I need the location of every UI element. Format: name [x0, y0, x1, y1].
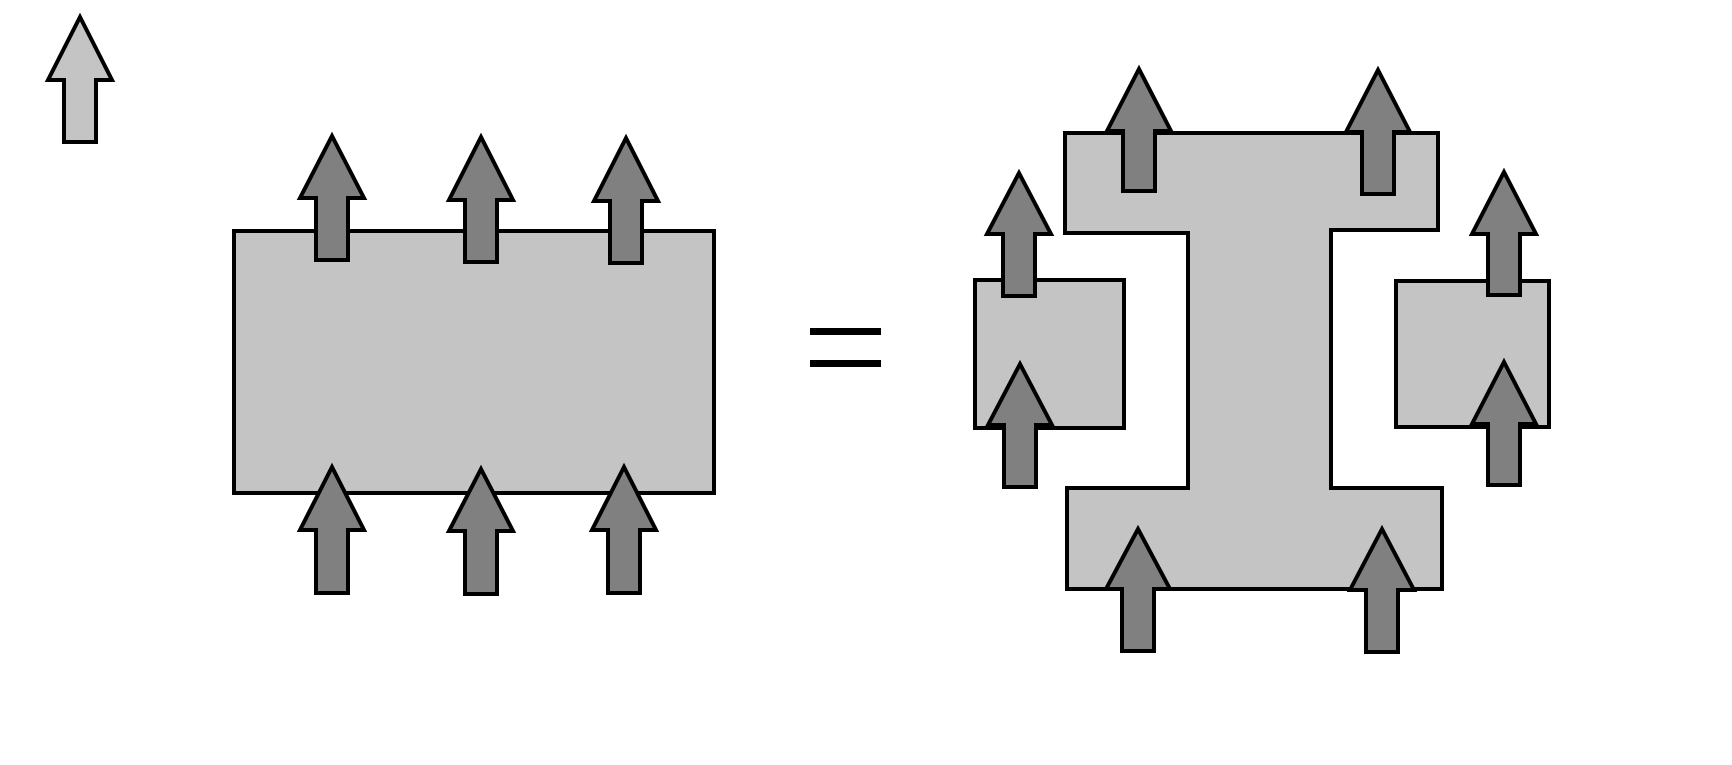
equals-bar-top: [810, 328, 881, 335]
rhs-left-box-bottom-arrow-icon: [984, 359, 1056, 489]
lhs-top-arrow-3-icon: [590, 133, 662, 265]
rhs-right-box-top-arrow-icon: [1468, 167, 1540, 297]
equals-bar-bottom: [810, 360, 881, 367]
rhs-i-beam-shape: [1063, 131, 1444, 591]
lhs-rectangle: [232, 229, 716, 495]
lhs-top-arrow-2-icon: [445, 132, 517, 264]
rhs-left-box-top-arrow-icon: [983, 168, 1055, 298]
rhs-bottom-left-arrow-icon: [1102, 524, 1174, 653]
lhs-bottom-arrow-2-icon: [445, 464, 517, 596]
legend-up-arrow-icon: [44, 12, 116, 144]
lhs-bottom-arrow-1-icon: [296, 462, 368, 595]
rhs-top-left-arrow-icon: [1103, 64, 1175, 193]
lhs-bottom-arrow-3-icon: [588, 462, 660, 595]
rhs-right-box-bottom-arrow-icon: [1468, 357, 1540, 487]
lhs-top-arrow-1-icon: [296, 131, 368, 262]
equals-sign: [810, 328, 881, 367]
rhs-top-right-arrow-icon: [1342, 65, 1414, 196]
rhs-bottom-right-arrow-icon: [1346, 524, 1418, 654]
